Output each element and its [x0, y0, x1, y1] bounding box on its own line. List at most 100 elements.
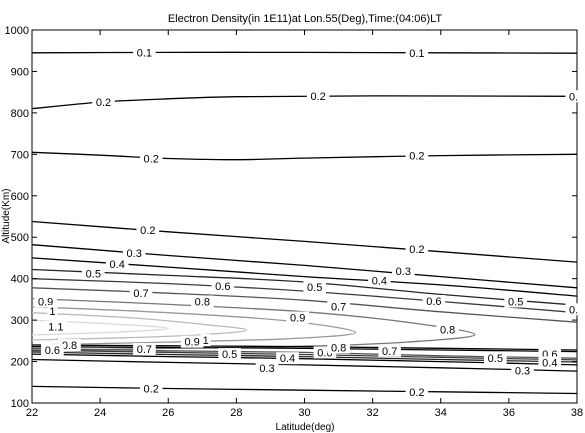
contour-label-15: 0.5	[508, 297, 523, 309]
contour-label-41: 0.3	[515, 366, 530, 378]
contour-line-0_2-3	[31, 220, 578, 263]
plot-area: 0.1 0.10.20.2 0.0.2 0.20.20.20.30.30.40.40.…	[31, 29, 582, 404]
contour-label-29: 0.8	[62, 340, 77, 352]
contour-label-10: 0.3	[396, 266, 411, 278]
contour-label-bg	[392, 265, 415, 278]
contour-line-0_3-19	[31, 344, 578, 351]
contour-label-bg	[276, 352, 299, 365]
contour-label-7: 0.2	[140, 225, 155, 237]
contour-label-bg	[565, 90, 582, 103]
contour-label-bg	[129, 287, 153, 300]
contour-label-bg	[58, 339, 81, 351]
contour-label-13: 0.5	[86, 269, 101, 281]
contour-label-4: 0.	[569, 91, 578, 103]
contour-label-bg	[47, 305, 58, 317]
contour-label-bg	[368, 274, 391, 287]
contour-label-bg	[484, 352, 507, 365]
contour-label-26: 1.1	[48, 322, 63, 334]
y-tick-label-9: 1000	[5, 25, 29, 37]
y-tick-label-5: 600	[11, 191, 29, 203]
contour-line-0_1-0	[31, 51, 578, 54]
x-tick-label-0: 22	[26, 407, 38, 419]
y-tick-label-2: 300	[11, 315, 29, 327]
contour-label-32: 0.5	[222, 349, 237, 361]
contour-label-28: 1	[203, 335, 209, 347]
contour-label-bg	[133, 46, 156, 59]
contour-label-bg	[405, 46, 429, 59]
contour-label-bg	[44, 320, 68, 333]
contour-label-40: 0.3	[259, 363, 274, 375]
contour-label-12: 0.4	[372, 276, 387, 288]
contour-label-19: 0.7	[133, 288, 148, 300]
contour-label-bg	[139, 152, 163, 165]
contour-label-bg	[511, 364, 534, 377]
contour-label-14: 0.5	[307, 282, 322, 294]
y-tick-label-4: 500	[11, 232, 29, 244]
contour-label-11: 0.4	[110, 259, 125, 271]
contour-line-0_7-8	[31, 287, 578, 323]
y-axis-title: Altitude(Km)	[1, 188, 12, 243]
y-axis: 100 200 300 400 500 600 700 800 900 1000	[5, 25, 577, 410]
contour-label-1: 0.1	[409, 48, 424, 60]
contour-label-16: 0.6	[215, 281, 230, 293]
contour-line-0_4-20	[31, 345, 578, 353]
x-axis-title: Latitude(deg)	[276, 422, 335, 433]
contour-label-bg	[504, 295, 527, 308]
contour-label-30: 0.6	[45, 345, 60, 357]
contour-label-bg	[41, 344, 64, 356]
contour-label-bg	[565, 303, 582, 316]
y-tick-label-3: 400	[11, 274, 29, 286]
contour-label-bg	[122, 247, 146, 259]
y-tick-label-8: 900	[11, 66, 29, 78]
contour-label-2: 0.2	[96, 97, 111, 109]
contour-label-bg	[105, 258, 129, 271]
contour-line-1-11	[31, 312, 248, 341]
contour-label-17: 0.6	[426, 296, 441, 308]
contour-label-bg	[538, 356, 562, 369]
contour-label-43: 0.2	[409, 387, 424, 399]
contour-label-20: 0.7	[331, 301, 346, 313]
contour-line-1_1-12	[31, 319, 169, 336]
chart-title: Electron Density(in 1E11)at Lon.55(Deg),…	[168, 13, 443, 25]
contour-label-bg	[218, 348, 241, 361]
contour-label-3: 0.2	[310, 91, 325, 103]
contour-label-36: 0.7	[382, 346, 397, 358]
contour-line-0_3-4	[31, 244, 578, 289]
contour-label-bg	[378, 344, 401, 357]
contour-label-bg	[191, 295, 214, 308]
contour-label-bg	[180, 335, 204, 348]
x-tick-label-8: 38	[571, 407, 583, 419]
contour-label-bg	[34, 295, 57, 308]
contour-label-6: 0.2	[409, 151, 424, 163]
contour-label-0: 0.1	[137, 47, 152, 59]
contour-label-bg	[139, 382, 163, 395]
contour-label-42: 0.2	[144, 384, 159, 396]
contour-label-37: 0.5	[488, 353, 503, 365]
x-tick-label-2: 26	[162, 407, 174, 419]
y-tick-label-0: 100	[11, 398, 29, 410]
contour-label-35: 0.8	[331, 343, 346, 355]
contour-label-bg	[436, 323, 459, 336]
contour-label-bg	[327, 341, 350, 354]
x-tick-label-1: 24	[94, 407, 106, 419]
contour-label-bg	[422, 295, 446, 307]
contour-label-bg	[82, 267, 105, 280]
contour-label-18: 0.	[569, 304, 578, 316]
y-tick-label-7: 800	[11, 108, 29, 120]
contour-label-bg	[405, 385, 429, 398]
x-axis: 22 24 26 28 30 32 34 36 38	[26, 30, 583, 419]
contour-label-bg	[255, 361, 279, 374]
y-tick-label-1: 200	[11, 357, 29, 369]
contour-label-bg	[327, 300, 350, 313]
x-tick-label-3: 28	[230, 407, 242, 419]
contour-label-8: 0.2	[409, 244, 424, 256]
contour-label-layer: 0.1 0.10.20.2 0.0.2 0.20.20.20.30.30.40.40.…	[34, 46, 582, 399]
plot-frame	[31, 29, 578, 404]
contour-line-0_2-18	[31, 385, 578, 395]
x-tick-label-5: 32	[367, 407, 379, 419]
x-tick-label-7: 36	[503, 407, 515, 419]
contour-label-33: 0.4	[280, 353, 295, 365]
contour-label-bg	[136, 223, 160, 236]
contour-label-22: 0.8	[440, 325, 455, 337]
